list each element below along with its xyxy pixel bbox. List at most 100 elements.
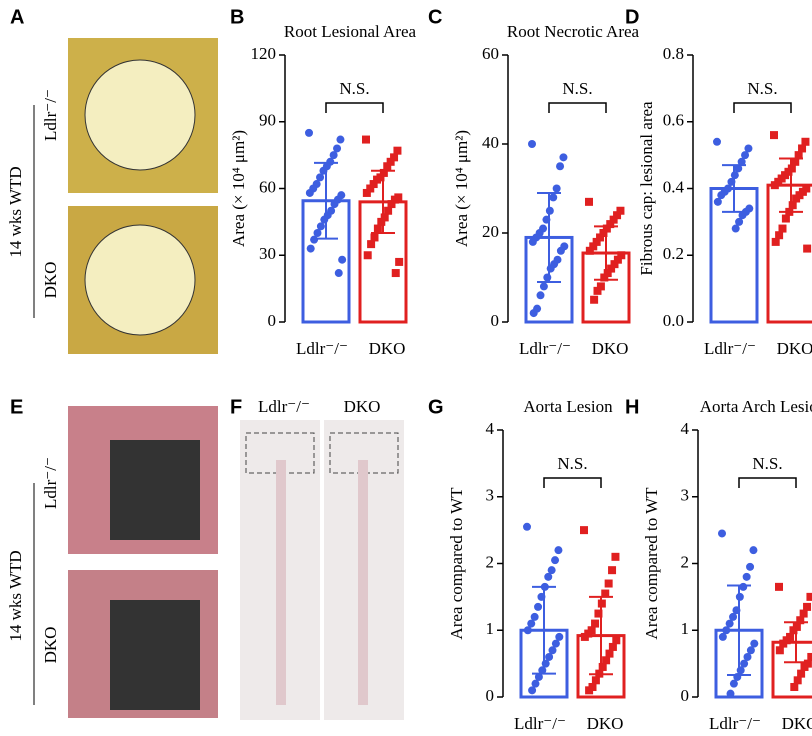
panel-letter: B	[230, 6, 244, 28]
data-point	[387, 200, 396, 209]
y-tick-label: 0.6	[663, 111, 684, 130]
arch-box	[245, 432, 315, 474]
data-point	[749, 546, 758, 555]
data-point	[319, 166, 328, 175]
x-tick-label: Ldlr⁻/⁻	[296, 339, 348, 358]
data-point	[367, 240, 376, 249]
y-tick-label: 0	[268, 311, 277, 330]
data-point	[611, 552, 620, 561]
y-tick-label: 30	[259, 244, 276, 263]
significance-label: N.S.	[752, 454, 782, 473]
data-point	[793, 676, 802, 685]
data-point	[785, 207, 794, 216]
y-tick-label: 0	[486, 686, 495, 705]
y-tick-label: 4	[486, 419, 495, 438]
significance-label: N.S.	[339, 79, 369, 98]
data-point	[739, 582, 748, 591]
y-tick-label: 40	[482, 133, 499, 152]
data-point	[718, 529, 726, 538]
photo-bg	[110, 440, 200, 540]
data-point	[591, 676, 600, 685]
significance-label: N.S.	[747, 79, 777, 98]
data-point	[580, 526, 588, 535]
data-point	[370, 233, 379, 242]
data-point	[789, 626, 798, 635]
data-point	[713, 197, 722, 206]
row-label: Ldlr⁻/⁻	[41, 457, 60, 509]
data-point	[305, 188, 314, 197]
data-point	[612, 636, 621, 645]
data-point	[391, 269, 400, 278]
x-tick-label: DKO	[369, 339, 406, 358]
y-axis-label: Area compared to WT	[642, 487, 661, 640]
column-label: DKO	[344, 397, 381, 416]
data-point	[601, 589, 610, 598]
histology-lumen	[84, 59, 196, 171]
y-tick-label: 0.2	[663, 244, 684, 263]
data-point	[373, 175, 382, 184]
data-point	[725, 619, 734, 628]
data-point	[731, 224, 740, 233]
data-point	[603, 269, 612, 278]
x-tick-label: DKO	[587, 714, 624, 733]
data-point	[740, 659, 749, 668]
data-point	[598, 662, 607, 671]
data-point	[730, 171, 739, 180]
data-point	[306, 244, 315, 253]
data-point	[329, 151, 338, 160]
y-tick-label: 2	[681, 552, 690, 571]
data-point	[734, 164, 743, 173]
y-axis-label: Fibrous cap: lesional area	[637, 101, 656, 276]
data-point	[591, 619, 600, 628]
data-point	[778, 224, 787, 233]
data-point	[775, 582, 783, 591]
data-point	[549, 193, 558, 202]
data-point	[713, 137, 721, 146]
data-point	[797, 669, 806, 678]
data-point	[794, 151, 803, 160]
chart-title: Aorta Arch Lesion	[700, 397, 812, 416]
data-point	[803, 244, 812, 253]
group-label: 14 wks WTD	[6, 550, 25, 641]
data-point	[544, 572, 553, 581]
data-point	[599, 229, 608, 237]
data-point	[362, 135, 370, 144]
data-point	[585, 246, 594, 255]
data-point	[796, 616, 805, 625]
data-point	[596, 233, 605, 242]
data-point	[528, 140, 536, 148]
data-point	[610, 260, 619, 269]
data-point	[585, 686, 594, 695]
data-point	[541, 659, 550, 668]
data-point	[523, 522, 531, 531]
y-axis-label: Area (× 10⁴ μm²)	[452, 130, 471, 247]
data-point	[585, 197, 593, 206]
data-point	[316, 173, 325, 182]
y-tick-label: 90	[259, 111, 276, 130]
data-point	[362, 188, 371, 197]
significance-label: N.S.	[562, 79, 592, 98]
data-point	[333, 144, 342, 153]
data-point	[545, 206, 554, 215]
significance-bracket	[548, 102, 607, 114]
data-point	[545, 652, 554, 661]
data-point	[540, 582, 549, 591]
data-point	[310, 235, 319, 244]
data-point	[313, 229, 322, 237]
data-point	[735, 217, 744, 226]
data-point	[727, 177, 736, 186]
data-point	[373, 224, 382, 233]
data-point	[744, 144, 753, 153]
y-tick-label: 120	[251, 44, 277, 63]
panel-letter: A	[10, 6, 24, 28]
data-point	[750, 639, 759, 648]
significance-bracket	[738, 477, 797, 489]
data-point	[395, 257, 404, 266]
data-point	[771, 237, 780, 246]
data-point	[530, 612, 539, 621]
data-point	[781, 214, 790, 223]
data-point	[738, 211, 747, 220]
y-tick-label: 1	[486, 619, 495, 638]
data-point	[552, 184, 561, 193]
data-point	[732, 606, 741, 615]
